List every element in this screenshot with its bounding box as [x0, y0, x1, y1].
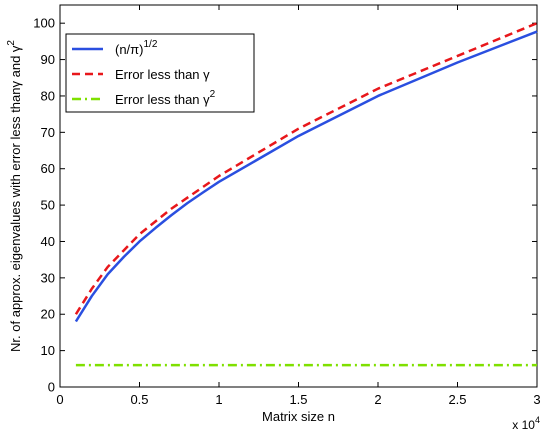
y-axis-label: Nr. of approx. eigenvalues with error le…: [6, 40, 23, 352]
y-tick-label: 20: [41, 307, 55, 322]
legend-entry-1: Error less than γ: [115, 67, 210, 82]
y-tick-label: 0: [48, 380, 55, 395]
x-tick-label: 2.5: [448, 392, 466, 407]
legend-entry-0: (n/π)1/2: [115, 39, 158, 57]
y-tick-label: 60: [41, 161, 55, 176]
series-line-0: [74, 30, 538, 323]
x-axis-label: Matrix size n: [262, 409, 335, 424]
y-tick-label: 30: [41, 270, 55, 285]
x-tick-label: 2: [374, 392, 381, 407]
axis-ticks: [59, 5, 538, 388]
legend: (n/π)1/2 Error less than γ Error less th…: [65, 33, 255, 113]
x-tick-label: 1: [215, 392, 222, 407]
y-tick-label: 10: [41, 343, 55, 358]
series-line-1: [74, 22, 538, 315]
x-axis-multiplier: x 104: [512, 415, 540, 430]
y-tick-label: 100: [33, 16, 55, 31]
x-tick-label: 0.5: [130, 392, 148, 407]
y-tick-label: 80: [41, 88, 55, 103]
y-tick-label: 90: [41, 52, 55, 67]
series-lines: [74, 22, 538, 367]
x-tick-label: 3: [533, 392, 540, 407]
x-tick-label: 0: [56, 392, 63, 407]
y-tick-label: 50: [41, 198, 55, 213]
y-tick-label: 70: [41, 125, 55, 140]
y-tick-label: 40: [41, 234, 55, 249]
x-tick-label: 1.5: [289, 392, 307, 407]
legend-entry-2: Error less than γ2: [115, 89, 216, 107]
